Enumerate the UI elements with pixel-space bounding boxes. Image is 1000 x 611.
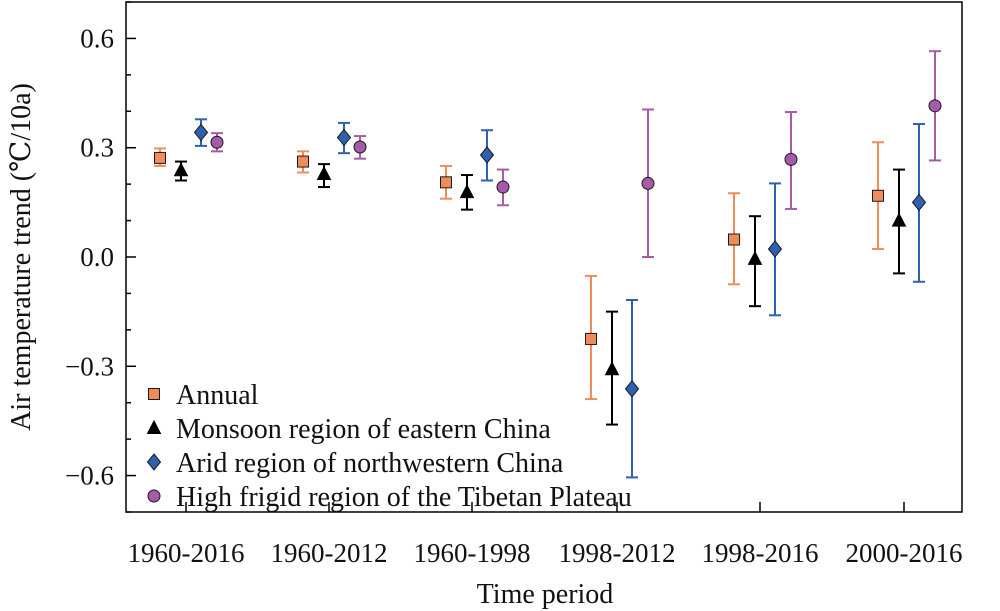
monsoon-region-of-eastern-china-marker — [747, 250, 763, 265]
arid-region-of-northwestern-china-marker — [911, 193, 927, 212]
monsoon-region-of-eastern-china-marker — [459, 184, 475, 199]
annual-marker — [585, 332, 597, 345]
legend-marker-triangle — [146, 419, 162, 434]
annual-marker — [872, 189, 884, 202]
x-tick-label: 2000-2016 — [846, 538, 963, 568]
annual-marker — [154, 151, 166, 164]
y-tick-label: 0.0 — [80, 242, 114, 272]
x-tick-label: 1998-2016 — [702, 538, 819, 568]
legend-marker-circle — [147, 489, 161, 503]
legend-label: Arid region of northwestern China — [176, 448, 564, 479]
y-tick-label: −0.3 — [65, 351, 114, 381]
data-markers — [154, 99, 942, 398]
legend-marker-diamond — [146, 453, 162, 471]
monsoon-region-of-eastern-china-marker — [316, 165, 332, 180]
high-frigid-region-of-the-tibetan-plateau-marker — [784, 152, 798, 166]
monsoon-region-of-eastern-china-marker — [604, 361, 620, 376]
arid-region-of-northwestern-china-marker — [624, 380, 640, 398]
x-axis-ticks: 1960-2016 1960-2012 1960-1998 1998-2012 1998… — [128, 502, 963, 568]
x-tick-label: 1960-2012 — [271, 538, 388, 568]
legend-marker-square — [148, 388, 160, 400]
high-frigid-region-of-the-tibetan-plateau-marker — [353, 140, 367, 154]
high-frigid-region-of-the-tibetan-plateau-marker — [641, 176, 655, 190]
y-axis-ticks: −0.6 −0.3 0.0 0.3 0.6 — [65, 1, 136, 513]
y-tick-label: 0.3 — [80, 133, 114, 163]
y-tick-label: −0.6 — [65, 461, 114, 491]
arid-region-of-northwestern-china-marker — [336, 128, 352, 147]
annual-marker — [728, 233, 740, 246]
monsoon-region-of-eastern-china-marker — [173, 162, 189, 177]
arid-region-of-northwestern-china-marker — [193, 123, 209, 142]
x-tick-label: 1998-2012 — [559, 538, 676, 568]
legend-label: Monsoon region of eastern China — [176, 414, 551, 445]
legend-label: High frigid region of the Tibetan Platea… — [176, 482, 632, 513]
y-axis-title: Air temperature trend (℃/10a) — [6, 83, 37, 431]
plot-frame — [125, 1, 963, 513]
x-axis-title: Time period — [477, 579, 614, 610]
high-frigid-region-of-the-tibetan-plateau-marker — [928, 99, 942, 113]
monsoon-region-of-eastern-china-marker — [891, 212, 907, 227]
arid-region-of-northwestern-china-marker — [479, 146, 495, 164]
x-tick-label: 1960-1998 — [414, 538, 531, 568]
high-frigid-region-of-the-tibetan-plateau-marker — [496, 180, 510, 194]
arid-region-of-northwestern-china-marker — [767, 240, 783, 258]
x-tick-label: 1960-2016 — [128, 538, 245, 568]
high-frigid-region-of-the-tibetan-plateau-marker — [210, 135, 224, 149]
annual-marker — [440, 176, 452, 189]
legend-label: Annual — [176, 380, 259, 411]
y-tick-label: 0.6 — [80, 23, 114, 53]
annual-marker — [297, 155, 309, 168]
